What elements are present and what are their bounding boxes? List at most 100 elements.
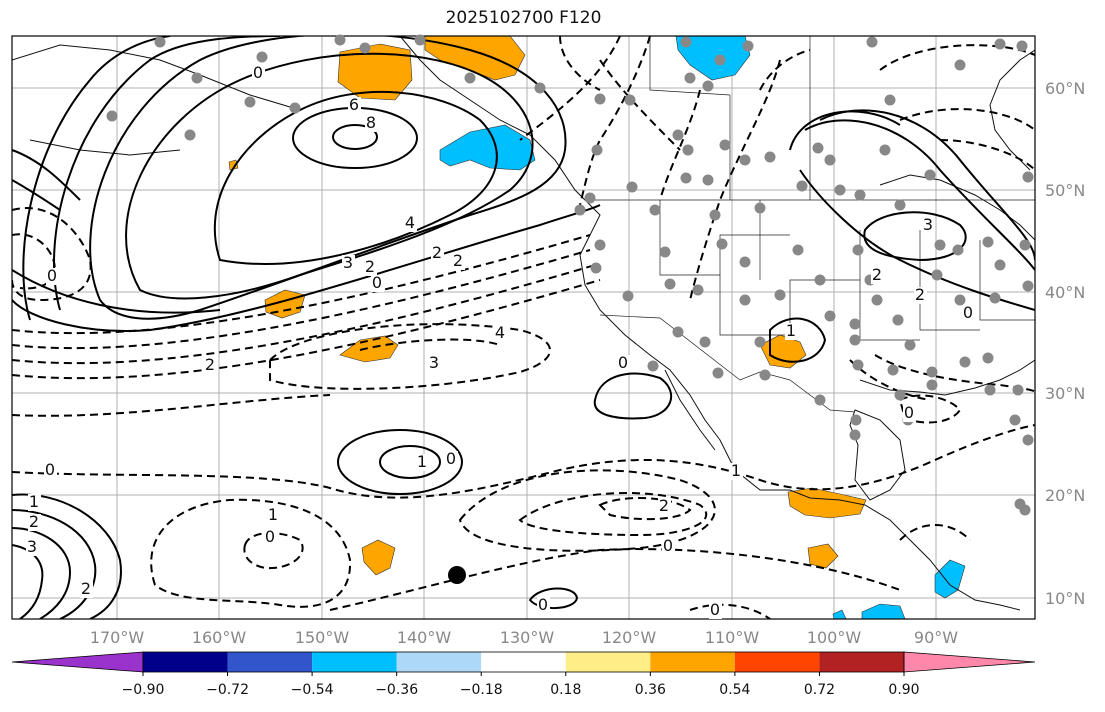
station-dot [982,236,994,248]
station-dot [719,139,731,151]
latitude-label: 30°N [1045,384,1085,403]
station-dot [924,169,936,181]
station-dot [739,154,751,166]
station-dot [714,54,726,66]
station-dot [824,310,836,322]
colorbar-tick-label: 0.72 [804,682,835,698]
contour-label-bg [252,65,265,82]
contour-label-bg [28,514,41,531]
station-dot [959,356,971,368]
station-dot [106,110,118,122]
contour-label: 3 [343,253,353,272]
contour-label-bg [903,405,916,422]
negative-anomaly-shading [439,36,966,619]
station-dot [926,366,938,378]
contour-label-bg [428,355,441,372]
longitude-label: 130°W [500,628,555,647]
contour-label: 2 [29,512,39,531]
contour-label: 3 [429,353,439,372]
station-dot [812,142,824,154]
station-dot [904,339,916,351]
contour-label: 2 [205,355,215,374]
longitude-label: 170°W [90,628,145,647]
station-dot [894,389,906,401]
station-dot [954,294,966,306]
station-dot [191,72,203,84]
contour-label: 2 [872,265,882,284]
station-dot [594,239,606,251]
contour-label: 3 [27,537,37,556]
contour-label: 0 [47,266,57,285]
storm-center-marker [448,566,466,584]
contour-label: 1 [731,461,741,480]
station-dot [954,59,966,71]
station-dot [879,144,891,156]
colorbar-tick-label: 0.54 [719,682,750,698]
contour-label-bg [922,217,935,234]
station-dot [244,96,256,108]
contour-label: 2 [81,579,91,598]
contour-label: 0 [904,403,914,422]
station-dot [584,192,596,204]
station-dot [854,189,866,201]
station-dot [622,290,634,302]
station-dot [574,204,586,216]
station-dot [716,238,728,250]
station-dot [849,318,861,330]
station-dot [849,429,861,441]
station-dot [834,184,846,196]
dashed-contours [12,36,1035,619]
colorbar-segment [565,652,651,672]
latitude-label: 60°N [1045,79,1085,98]
station-dot [702,174,714,186]
colorbar-segment [481,652,566,672]
contour-label: 0 [45,460,55,479]
station-dot [742,40,754,52]
station-dot [926,379,938,391]
longitude-label: 150°W [295,628,350,647]
station-dot [824,154,836,166]
map-frame [11,35,1036,620]
station-dot [1016,40,1028,52]
contour-label-bg [348,97,361,114]
contour-label: 3 [923,215,933,234]
contour-label-bg [871,267,884,284]
colorbar-segment [650,652,735,672]
station-dot [866,36,878,48]
station-dot [590,262,602,274]
station-dot [1019,239,1031,251]
contour-label-bg [416,454,429,471]
contour-label: 2 [659,496,669,515]
station-dot [184,129,196,141]
contour-label-bg [46,268,59,285]
station-dot [534,82,546,94]
colorbar-segment [227,652,313,672]
station-dot [464,72,476,84]
contour-label: 2 [453,251,463,270]
latitude-label: 50°N [1045,181,1085,200]
station-dot [892,314,904,326]
latitude-label: 40°N [1045,283,1085,302]
station-dot [1022,171,1034,183]
map-area [12,36,1035,619]
contour-label: 0 [618,353,628,372]
station-dot [849,334,861,346]
station-dot [659,246,671,258]
contour-label-bg [28,494,41,511]
colorbar-segment [819,652,904,672]
station-dot [850,414,862,426]
station-dot [591,144,603,156]
station-dot [1022,280,1034,292]
contour-label-bg [365,115,378,132]
station-dot [994,38,1006,50]
latitude-label: 20°N [1045,486,1085,505]
contour-label: 0 [253,63,263,82]
contour-label-bg [730,463,743,480]
contour-label: 0 [372,273,382,292]
station-dot [739,294,751,306]
contour-label: 4 [495,323,505,342]
contour-label-bg [662,538,675,555]
station-dot [709,209,721,221]
station-dot [672,129,684,141]
station-dot [952,244,964,256]
